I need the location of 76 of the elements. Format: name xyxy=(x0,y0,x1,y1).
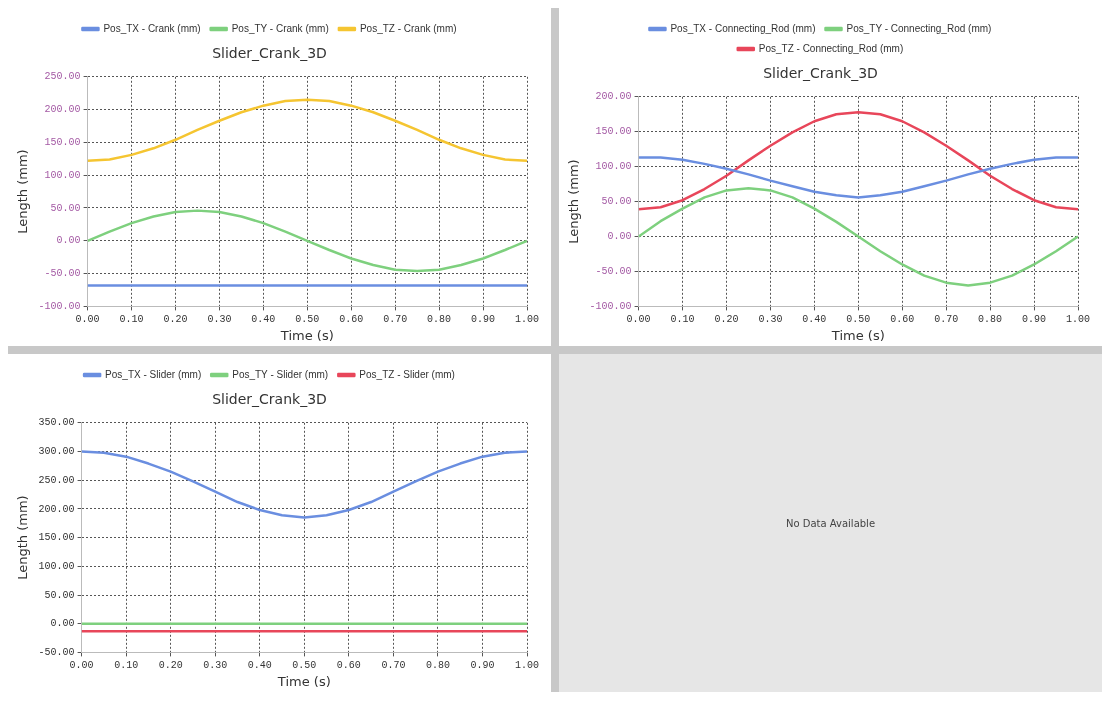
x-tick-label: 1.00 xyxy=(1065,314,1091,326)
x-tick-label: 0.80 xyxy=(427,314,452,326)
legend-label: Pos_TX - Slider (mm) xyxy=(105,368,202,380)
x-tick-label: 0.50 xyxy=(292,660,317,672)
y-tick-label: -50.00 xyxy=(44,268,81,280)
x-tick-label: 1.00 xyxy=(514,660,540,672)
x-tick-label: 0.00 xyxy=(626,314,651,326)
y-tick-label: 50.00 xyxy=(50,202,81,214)
legend-label: Pos_TZ - Slider (mm) xyxy=(359,368,455,380)
y-tick-label: 350.00 xyxy=(38,417,75,429)
y-axis-title: Length (mm) xyxy=(15,495,31,580)
y-tick-label: -100.00 xyxy=(589,301,632,313)
y-tick-label: 0.00 xyxy=(50,618,75,630)
y-tick-label: 150.00 xyxy=(44,137,81,149)
y-tick-label: 150.00 xyxy=(595,126,632,138)
text: No Data Available xyxy=(785,517,876,529)
y-tick-label: 0.00 xyxy=(607,231,632,243)
x-tick-label: 0.00 xyxy=(69,660,94,672)
legend-label: Pos_TX - Connecting_Rod (mm) xyxy=(670,22,816,34)
x-tick-label: 0.80 xyxy=(425,660,450,672)
x-tick-label: 0.70 xyxy=(381,660,406,672)
y-tick-label: 50.00 xyxy=(44,589,75,601)
y-tick-label: 100.00 xyxy=(595,161,632,173)
y-tick-label: 200.00 xyxy=(595,91,632,103)
x-tick-label: 0.90 xyxy=(470,660,495,672)
x-tick-label: 0.90 xyxy=(471,314,496,326)
x-tick-label: 0.60 xyxy=(890,314,915,326)
y-tick-label: 200.00 xyxy=(44,104,81,116)
y-axis-title: Length (mm) xyxy=(15,149,31,234)
legend-label: Pos_TX - Crank (mm) xyxy=(103,22,201,34)
x-tick-label: 0.10 xyxy=(114,660,139,672)
x-tick-label: 0.60 xyxy=(336,660,361,672)
y-tick-label: 100.00 xyxy=(44,169,81,181)
y-axis-title: Length (mm) xyxy=(566,159,582,244)
y-tick-label: 200.00 xyxy=(38,503,75,515)
x-axis-title: Time (s) xyxy=(279,327,334,343)
x-tick-label: 0.90 xyxy=(1022,314,1047,326)
chart-title: Slider_Crank_3D xyxy=(763,65,878,82)
chart-title: Slider_Crank_3D xyxy=(212,45,327,62)
legend-label: Pos_TY - Connecting_Rod (mm) xyxy=(846,22,992,34)
x-tick-label: 0.40 xyxy=(251,314,276,326)
x-tick-label: 0.30 xyxy=(758,314,783,326)
y-tick-label: 300.00 xyxy=(38,446,75,458)
y-tick-label: 150.00 xyxy=(38,532,75,544)
y-tick-label: 100.00 xyxy=(38,560,75,572)
y-tick-label: -50.00 xyxy=(595,266,632,278)
y-tick-label: 250.00 xyxy=(44,71,81,83)
x-tick-label: 0.20 xyxy=(158,660,183,672)
x-tick-label: 0.10 xyxy=(119,314,144,326)
legend-label: Pos_TZ - Connecting_Rod (mm) xyxy=(758,42,904,54)
y-tick-label: -50.00 xyxy=(38,647,75,659)
legend-label: Pos_TY - Crank (mm) xyxy=(231,22,329,34)
y-tick-label: 250.00 xyxy=(38,474,75,486)
y-tick-label: 50.00 xyxy=(601,196,632,208)
x-tick-label: 0.40 xyxy=(802,314,827,326)
x-tick-label: 0.50 xyxy=(846,314,871,326)
y-tick-label: 0.00 xyxy=(56,235,81,247)
legend-label: Pos_TZ - Crank (mm) xyxy=(359,22,457,34)
chart-title: Slider_Crank_3D xyxy=(212,391,327,408)
x-tick-label: 0.50 xyxy=(295,314,320,326)
x-tick-label: 1.00 xyxy=(514,314,540,326)
y-tick-label: -100.00 xyxy=(38,301,81,313)
x-tick-label: 0.00 xyxy=(75,314,100,326)
legend-label: Pos_TY - Slider (mm) xyxy=(232,368,329,380)
x-tick-label: 0.70 xyxy=(934,314,959,326)
x-axis-title: Time (s) xyxy=(276,673,331,689)
x-tick-label: 0.30 xyxy=(207,314,232,326)
x-tick-label: 0.20 xyxy=(714,314,739,326)
x-tick-label: 0.80 xyxy=(978,314,1003,326)
x-tick-label: 0.30 xyxy=(203,660,228,672)
x-tick-label: 0.70 xyxy=(383,314,408,326)
x-tick-label: 0.20 xyxy=(163,314,188,326)
x-tick-label: 0.40 xyxy=(247,660,272,672)
x-tick-label: 0.60 xyxy=(339,314,364,326)
x-axis-title: Time (s) xyxy=(830,327,885,343)
x-tick-label: 0.10 xyxy=(670,314,695,326)
